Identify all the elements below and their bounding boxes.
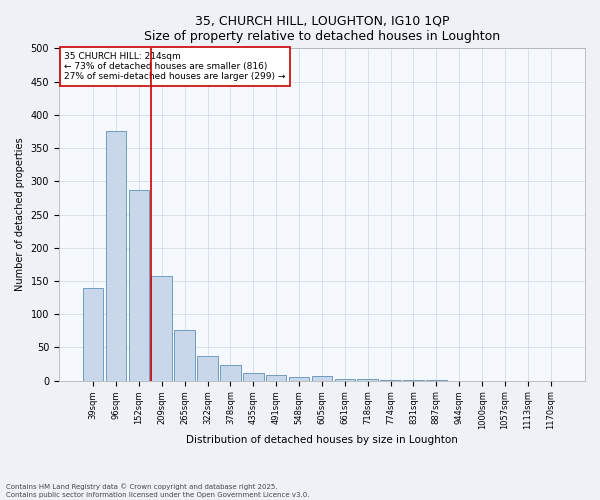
Text: 35 CHURCH HILL: 214sqm
← 73% of detached houses are smaller (816)
27% of semi-de: 35 CHURCH HILL: 214sqm ← 73% of detached… (64, 52, 286, 82)
Title: 35, CHURCH HILL, LOUGHTON, IG10 1QP
Size of property relative to detached houses: 35, CHURCH HILL, LOUGHTON, IG10 1QP Size… (144, 15, 500, 43)
Bar (175, 330, 195, 380)
Bar (128, 190, 149, 380)
Bar (289, 378, 310, 380)
Bar (106, 132, 126, 380)
Text: Contains HM Land Registry data © Crown copyright and database right 2025.
Contai: Contains HM Land Registry data © Crown c… (6, 484, 310, 498)
Bar (83, 288, 103, 380)
X-axis label: Distribution of detached houses by size in Loughton: Distribution of detached houses by size … (186, 435, 458, 445)
Bar (266, 376, 286, 380)
Bar (358, 378, 378, 380)
Bar (243, 372, 263, 380)
Y-axis label: Number of detached properties: Number of detached properties (15, 138, 25, 292)
Bar (197, 356, 218, 380)
Bar (311, 376, 332, 380)
Bar (220, 366, 241, 380)
Bar (151, 276, 172, 380)
